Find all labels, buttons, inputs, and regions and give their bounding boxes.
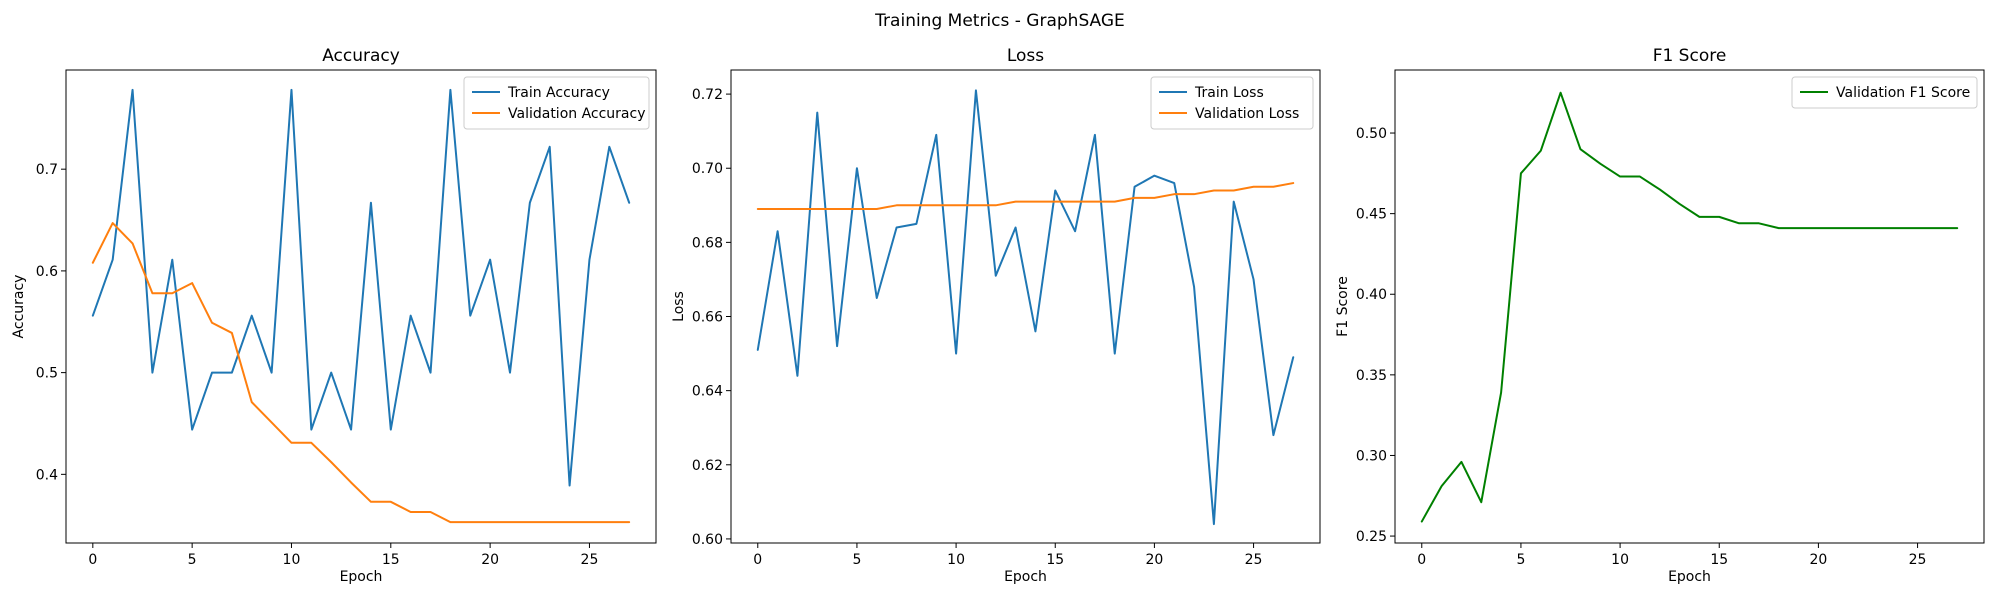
legend-box [463, 76, 650, 130]
x-tick-label: 0 [88, 552, 97, 568]
series-line-0 [91, 88, 631, 487]
y-tick-label: 0.30 [1356, 448, 1387, 464]
y-tick-label: 0.64 [692, 384, 723, 400]
x-tick-label: 25 [1909, 552, 1927, 568]
y-tick-label: 0.60 [692, 532, 723, 548]
x-tick-label: 25 [581, 552, 599, 568]
axes-frame [1394, 69, 1985, 544]
y-tick-label: 0.70 [692, 161, 723, 177]
series-line-0 [756, 89, 1295, 526]
legend-label-0: Validation F1 Score [1836, 85, 1970, 101]
y-tick-label: 0.40 [1356, 287, 1387, 303]
legend-box [1150, 76, 1314, 130]
x-tick-label: 20 [481, 552, 499, 568]
series-line-1 [756, 182, 1295, 211]
x-tick-label: 25 [1245, 552, 1263, 568]
x-tick-label: 15 [1710, 552, 1728, 568]
y-tick-label: 0.66 [692, 310, 723, 326]
y-tick-label: 0.35 [1356, 368, 1387, 384]
x-tick-label: 10 [283, 552, 301, 568]
chart-panel-1: Loss 0 5 10 15 20 25 0.60 0.62 0.64 0.66 0.68 0.70 0.… [671, 46, 1321, 585]
y-tick-label: 0.45 [1356, 207, 1387, 223]
x-tick-label: 5 [1516, 552, 1525, 568]
chart-panel-2: F1 Score 0 5 10 15 20 25 0.25 0.30 0.35 0.40 0.45 0.… [1335, 46, 1985, 585]
chart-title: Loss [1007, 46, 1044, 66]
chart-title: F1 Score [1653, 46, 1727, 66]
legend-label-1: Validation Accuracy [508, 106, 646, 122]
y-axis-label: Loss [671, 291, 687, 322]
y-tick-label: 0.68 [692, 235, 723, 251]
x-tick-label: 5 [188, 552, 197, 568]
x-tick-label: 20 [1809, 552, 1827, 568]
x-axis-label: Epoch [1004, 569, 1047, 585]
legend: Train Accuracy Validation Accuracy [463, 76, 650, 130]
y-tick-label: 0.50 [1356, 126, 1387, 142]
series-line-0 [1420, 91, 1959, 523]
legend-label-0: Train Loss [1194, 85, 1264, 101]
y-tick-label: 0.4 [36, 467, 58, 483]
y-axis-label: Accuracy [11, 275, 27, 339]
x-tick-label: 10 [1611, 552, 1629, 568]
x-axis-label: Epoch [340, 569, 383, 585]
axes-frame [65, 69, 657, 544]
x-tick-label: 10 [947, 552, 965, 568]
y-tick-label: 0.62 [692, 458, 723, 474]
legend: Train Loss Validation Loss [1150, 76, 1314, 130]
axes-frame [730, 69, 1321, 544]
legend-label-1: Validation Loss [1195, 106, 1299, 122]
x-tick-label: 15 [382, 552, 400, 568]
y-tick-label: 0.5 [36, 366, 58, 382]
x-tick-label: 5 [852, 552, 861, 568]
x-tick-label: 20 [1145, 552, 1163, 568]
legend: Validation F1 Score [1791, 76, 1978, 109]
chart-title: Accuracy [322, 46, 400, 66]
x-tick-label: 15 [1046, 552, 1064, 568]
y-tick-label: 0.25 [1356, 529, 1387, 545]
legend-box [1791, 76, 1978, 109]
y-tick-label: 0.7 [36, 162, 58, 178]
x-axis-label: Epoch [1668, 569, 1711, 585]
x-tick-label: 0 [1417, 552, 1426, 568]
y-tick-label: 0.6 [36, 264, 58, 280]
legend-label-0: Train Accuracy [507, 85, 610, 101]
x-tick-label: 0 [753, 552, 762, 568]
series-line-1 [91, 222, 631, 524]
y-tick-label: 0.72 [692, 87, 723, 103]
y-axis-label: F1 Score [1335, 276, 1351, 337]
chart-panel-0: Accuracy 0 5 10 15 20 25 0.4 0.5 0.6 0.7 Epoch Accur… [11, 46, 657, 585]
figure-title: Training Metrics - GraphSAGE [874, 11, 1125, 31]
